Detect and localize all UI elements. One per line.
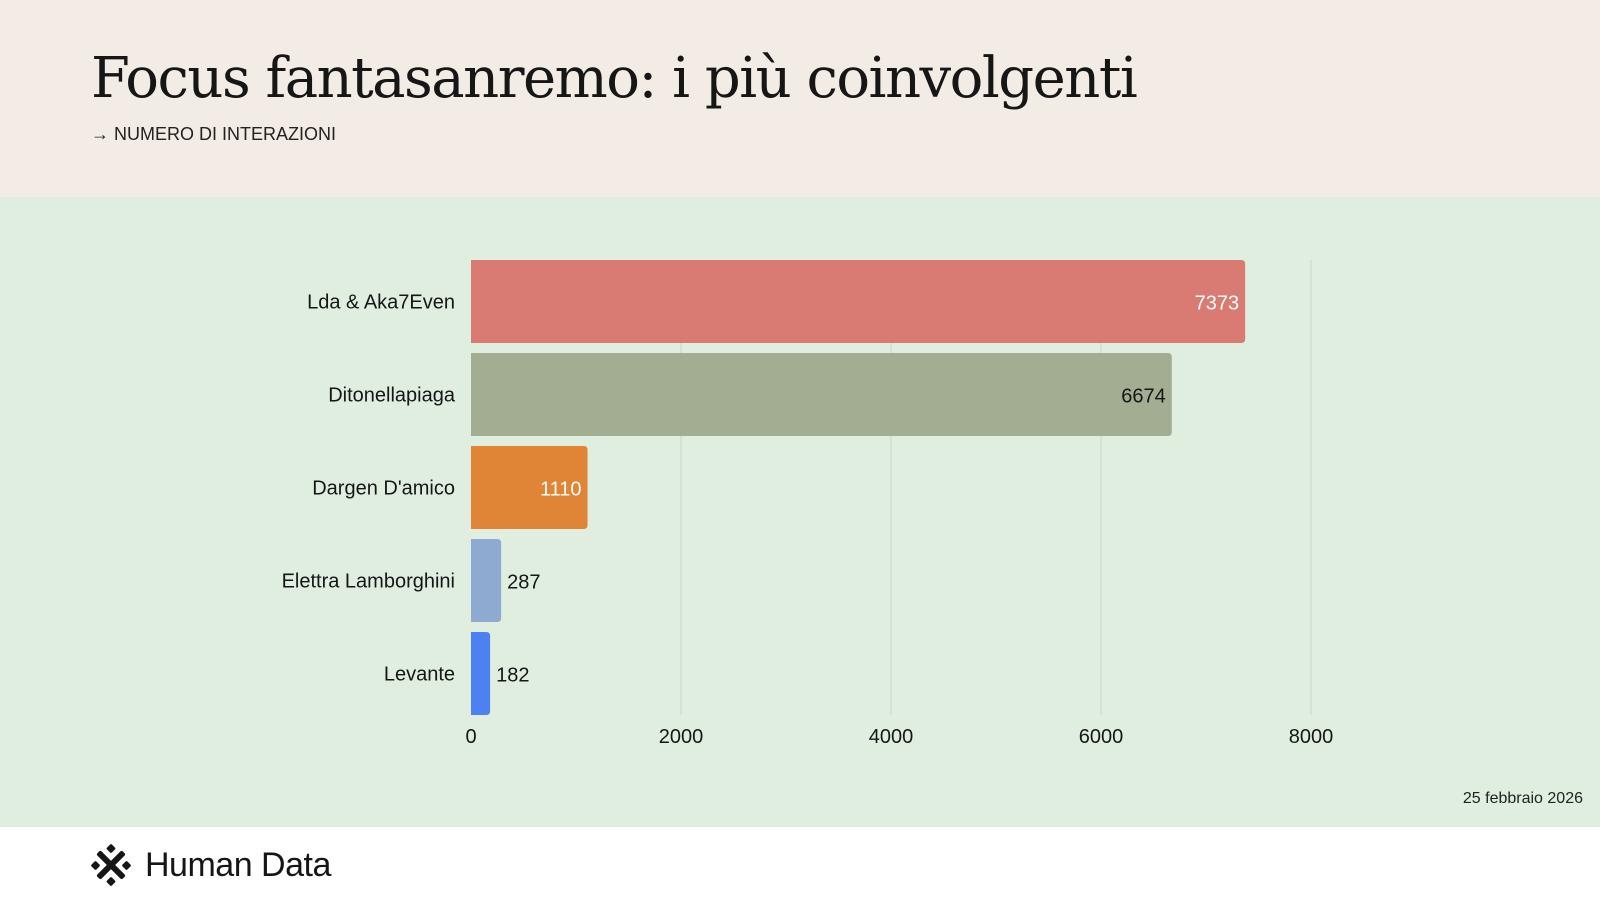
bar-0: [471, 260, 1246, 343]
value-label: 1110: [540, 479, 582, 501]
brand-logo: Human Data: [89, 843, 331, 887]
value-label: 7373: [1195, 293, 1240, 315]
bar-4: [471, 632, 491, 715]
category-label: Levante: [384, 664, 455, 686]
x-tick-label: 0: [465, 726, 476, 748]
x-tick-label: 2000: [659, 726, 704, 748]
bar-1: [471, 353, 1172, 436]
page-subtitle: → NUMERO DI INTERAZIONI: [91, 124, 337, 144]
brand-name: Human Data: [145, 845, 331, 884]
value-label: 6674: [1121, 386, 1166, 408]
x-tick-label: 4000: [869, 726, 914, 748]
bar-2: [471, 446, 588, 529]
x-tick-label: 8000: [1289, 726, 1334, 748]
value-label: 182: [496, 665, 529, 687]
page-title: Focus fantasanremo: i più coinvolgenti: [91, 46, 1138, 111]
header: Focus fantasanremo: i più coinvolgenti →…: [0, 0, 1600, 197]
human-data-logo-icon: [91, 844, 131, 886]
date-label: 25 febbraio 2026: [1462, 790, 1583, 807]
category-label: Ditonellapiaga: [328, 385, 456, 407]
category-label: Elettra Lamborghini: [282, 571, 455, 593]
footer: Human Data: [0, 827, 1600, 900]
category-label: Dargen D'amico: [312, 478, 455, 500]
bar-3: [471, 539, 502, 622]
bar-chart: Lda & Aka7Even 7373 Ditonellapiaga 6674 Darg…: [282, 260, 1334, 748]
chart-area: Lda & Aka7Even 7373 Ditonellapiaga 6674 Darg…: [0, 197, 1600, 827]
x-tick-label: 6000: [1079, 726, 1124, 748]
value-label: 287: [507, 572, 540, 594]
category-label: Lda & Aka7Even: [307, 292, 455, 314]
